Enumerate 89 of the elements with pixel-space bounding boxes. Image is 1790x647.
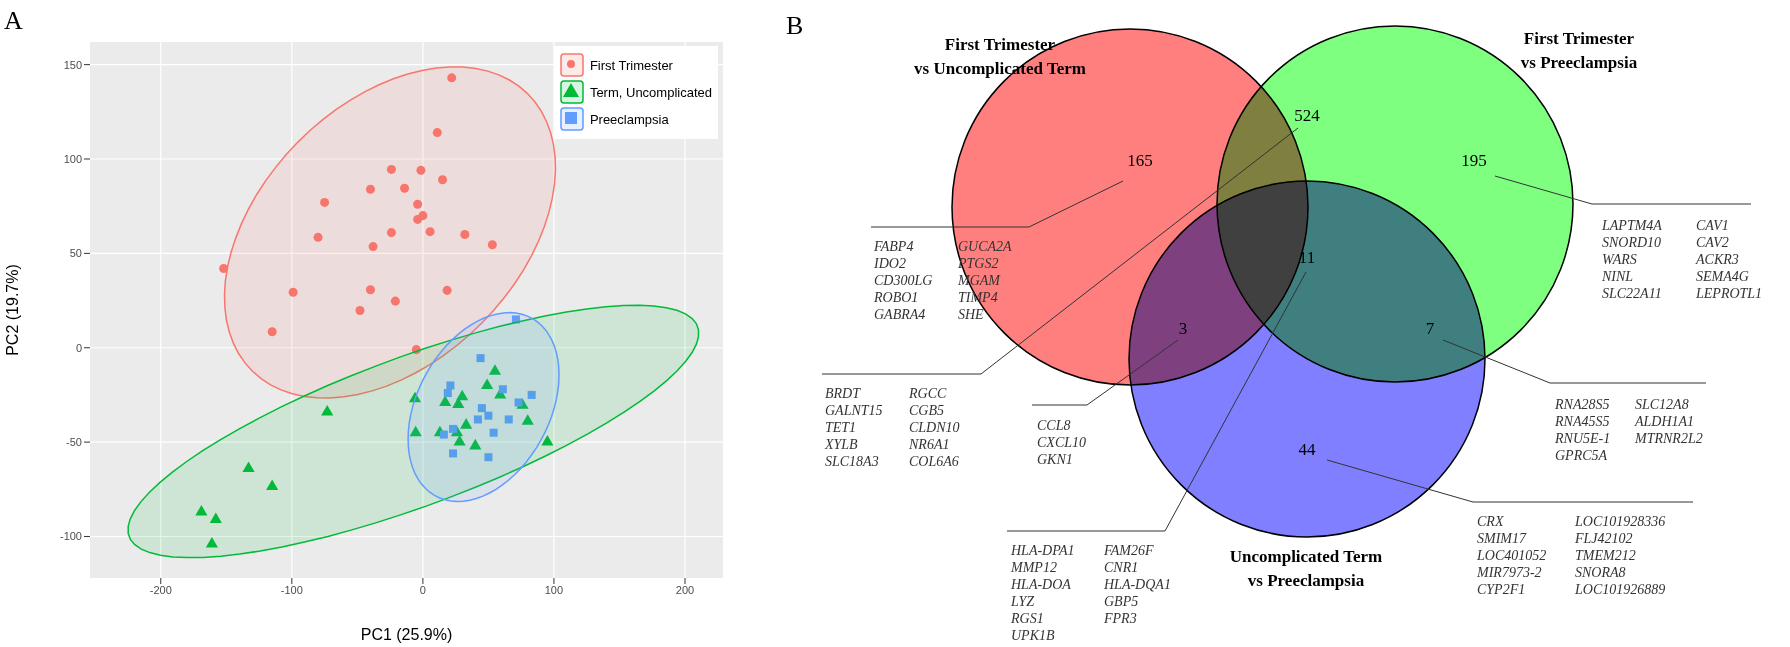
x-tick-label: 200 [675, 583, 695, 596]
point [209, 512, 222, 523]
text: First Trimester vs Preeclampsia [1520, 29, 1638, 72]
point [438, 175, 448, 185]
point [288, 287, 298, 297]
text: BRDT GALNT15 TET1 XYLB SLC18A3 RGCC CGB5 CLDN10 NR6A1 COL6A6 [825, 385, 960, 469]
chart-title: A [4, 6, 23, 36]
point [469, 438, 482, 450]
point [413, 199, 423, 209]
legend-label: Term, Uncomplicated [589, 85, 712, 100]
y-tick-label: -50 [66, 436, 82, 449]
point [453, 435, 466, 446]
point [487, 240, 497, 250]
point [242, 461, 255, 473]
point [390, 296, 400, 306]
point [442, 285, 452, 295]
text: CRX SMIM17 LOC401052 MIR7973-2 CYP2F1 LOC101928336 FLJ42102 TMEM212 SNORA8 LOC101926889 [1477, 513, 1666, 597]
point [460, 418, 473, 429]
point [432, 128, 442, 138]
point [386, 228, 396, 238]
legend-label: Preeclampsia [589, 112, 669, 127]
point [365, 285, 375, 295]
text: 3 [1178, 319, 1188, 338]
text: B [786, 11, 804, 40]
text: RNA28S5 RNA45S5 RNU5E-1 GPRC5A SLC12A8 ALDH1A1 MTRNR2L2 [1555, 396, 1703, 463]
point [411, 345, 421, 355]
point [409, 425, 422, 437]
point [267, 327, 277, 337]
point [484, 411, 493, 420]
text: HLA-DPA1 MMP12 HLA-DOA LYZ RGS1 UPK1B FAM26F CNR1 HLA-DQA1 GBP5 FPR3 [1011, 542, 1171, 643]
point [460, 230, 470, 240]
point [386, 164, 396, 174]
text: LAPTM4A SNORD10 WARS NINL SLC22A11 CAV1 CAV2 ACKR3 SEMA4G LEPROTL1 [1602, 217, 1763, 301]
point [541, 435, 554, 446]
point [521, 414, 534, 425]
point [365, 184, 375, 194]
point [473, 415, 482, 424]
point [527, 390, 536, 399]
x-tick-label: 0 [419, 583, 426, 596]
x-tick-label: -200 [149, 583, 172, 596]
text: 44 [1298, 440, 1316, 459]
text: CCL8 CXCL10 GKN1 [1037, 417, 1087, 467]
point [219, 263, 229, 273]
y-tick-label: 50 [69, 247, 82, 260]
point [400, 183, 410, 193]
text: 7 [1425, 319, 1435, 338]
point [514, 398, 523, 407]
point [320, 197, 330, 207]
point [488, 364, 502, 375]
point [321, 404, 334, 416]
point [449, 424, 458, 433]
y-tick-label: -100 [59, 530, 82, 543]
point [484, 453, 493, 462]
x-tick-label: -100 [280, 583, 303, 596]
y-tick-label: 100 [63, 152, 82, 165]
text: Uncomplicated Term vs Preeclampsia [1229, 547, 1383, 590]
text: 524 [1294, 106, 1321, 125]
x-tick-label: 100 [544, 583, 564, 596]
point [511, 315, 520, 324]
text: 11 [1298, 248, 1316, 267]
point [443, 389, 452, 398]
point [416, 165, 426, 175]
point [313, 232, 323, 242]
y-axis-title: PC2 (19.7%) [3, 264, 21, 356]
point [413, 214, 423, 224]
point [355, 306, 365, 316]
point [449, 449, 458, 458]
point [447, 73, 457, 83]
point [498, 385, 507, 394]
point [477, 404, 486, 413]
y-tick-label: 0 [75, 341, 82, 354]
point [489, 428, 498, 437]
point [425, 227, 435, 237]
point [476, 354, 485, 363]
point [195, 504, 208, 516]
point [452, 397, 465, 408]
y-tick-label: 150 [63, 58, 82, 71]
point [504, 415, 513, 424]
point [481, 378, 494, 389]
text: 195 [1461, 151, 1487, 170]
text: 165 [1127, 151, 1153, 170]
point [205, 537, 218, 548]
x-axis-title: PC1 (25.9%) [360, 626, 453, 643]
point [446, 381, 455, 390]
point [408, 391, 422, 403]
point [266, 479, 279, 490]
point [368, 242, 378, 252]
point [439, 430, 448, 439]
legend-label: First Trimester [589, 58, 673, 73]
